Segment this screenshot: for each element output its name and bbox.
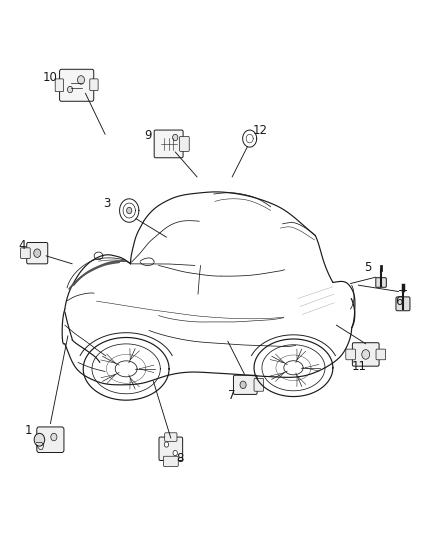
- FancyBboxPatch shape: [37, 427, 64, 453]
- Text: 5: 5: [364, 261, 371, 274]
- FancyBboxPatch shape: [163, 456, 178, 466]
- FancyBboxPatch shape: [60, 69, 94, 101]
- Text: 9: 9: [144, 130, 152, 142]
- Circle shape: [173, 450, 177, 456]
- FancyBboxPatch shape: [352, 343, 379, 366]
- Circle shape: [240, 381, 246, 389]
- Text: 3: 3: [104, 197, 111, 210]
- Circle shape: [164, 442, 169, 447]
- Circle shape: [51, 433, 57, 441]
- FancyBboxPatch shape: [90, 79, 98, 91]
- Circle shape: [78, 76, 85, 84]
- Circle shape: [362, 350, 370, 359]
- FancyBboxPatch shape: [180, 136, 189, 151]
- Circle shape: [67, 86, 73, 93]
- FancyBboxPatch shape: [376, 349, 385, 360]
- FancyBboxPatch shape: [233, 375, 257, 394]
- FancyBboxPatch shape: [21, 248, 30, 259]
- FancyBboxPatch shape: [27, 243, 48, 264]
- FancyBboxPatch shape: [376, 278, 386, 287]
- Text: 12: 12: [253, 124, 268, 136]
- Text: 1: 1: [25, 424, 32, 437]
- Text: 11: 11: [352, 360, 367, 373]
- Text: 6: 6: [395, 295, 403, 308]
- Circle shape: [34, 249, 41, 257]
- Text: 7: 7: [228, 389, 236, 402]
- Text: 4: 4: [18, 239, 26, 252]
- Text: 8: 8: [176, 452, 183, 465]
- Text: 10: 10: [43, 71, 58, 84]
- FancyBboxPatch shape: [159, 437, 183, 461]
- FancyBboxPatch shape: [396, 297, 410, 311]
- Circle shape: [127, 207, 132, 214]
- FancyBboxPatch shape: [55, 79, 64, 92]
- Circle shape: [34, 433, 45, 446]
- FancyBboxPatch shape: [254, 378, 264, 391]
- FancyBboxPatch shape: [346, 349, 356, 360]
- FancyBboxPatch shape: [165, 433, 177, 441]
- FancyBboxPatch shape: [154, 130, 183, 158]
- Circle shape: [173, 134, 178, 141]
